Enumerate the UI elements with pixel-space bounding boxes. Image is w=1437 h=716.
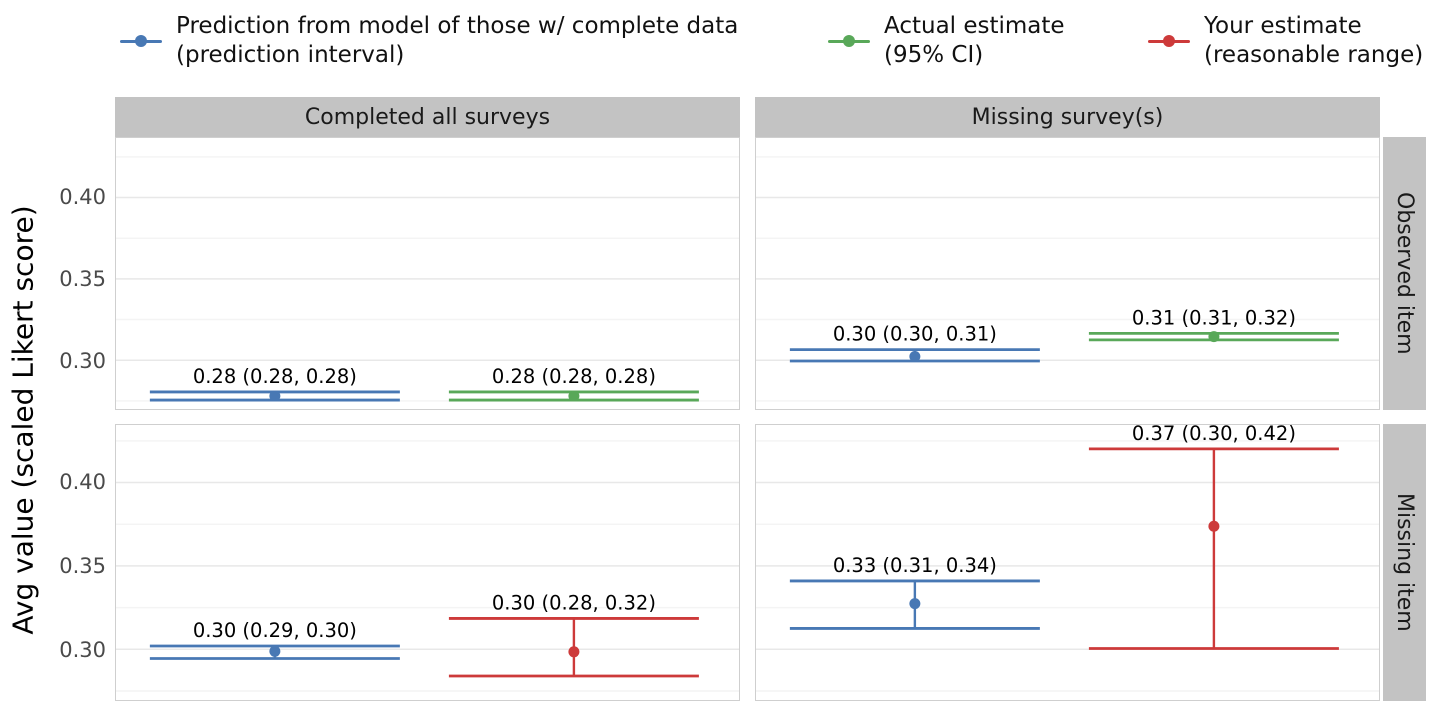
legend-label-line: Your estimate (1204, 13, 1362, 39)
facet-col-strip-missing-surveys: Missing survey(s) (755, 97, 1380, 137)
facet-col-strip-completed: Completed all surveys (115, 97, 740, 137)
legend-label-line: (reasonable range) (1204, 42, 1424, 68)
legend-label-line: Prediction from model of those w/ comple… (176, 13, 739, 39)
facet-row-strip-missing-item: Missing item (1383, 424, 1426, 701)
svg-text:0.30 (0.29, 0.30): 0.30 (0.29, 0.30) (193, 619, 357, 642)
svg-text:0.30 (0.28, 0.32): 0.30 (0.28, 0.32) (492, 591, 656, 614)
prediction-pointrange-icon (120, 33, 162, 49)
y-axis-title: Avg value (scaled Likert score) (6, 205, 40, 635)
panel-plot-svg: 0.30 (0.29, 0.30) 0.30 (0.28, 0.32) (116, 440, 739, 692)
legend-label-line: (prediction interval) (176, 42, 405, 68)
facet-panel-completed-missing: 0.30 (0.29, 0.30) 0.30 (0.28, 0.32) (115, 424, 740, 701)
legend-item-actual: Actual estimate (95% CI) (828, 12, 1065, 70)
y-tick-label: 0.30 (59, 349, 106, 373)
legend-label-actual: Actual estimate (95% CI) (884, 12, 1065, 70)
legend-label-your-estimate: Your estimate (reasonable range) (1204, 12, 1423, 70)
legend-item-your-estimate: Your estimate (reasonable range) (1148, 12, 1423, 70)
y-tick-label: 0.30 (59, 638, 106, 662)
legend-item-prediction: Prediction from model of those w/ comple… (120, 12, 738, 70)
panel-plot-svg: 0.33 (0.31, 0.34) 0.37 (0.30, 0.42) (756, 425, 1379, 692)
legend-label-line: (95% CI) (884, 42, 984, 68)
legend-label-prediction: Prediction from model of those w/ comple… (176, 12, 738, 70)
actual-pointrange-icon (828, 33, 870, 49)
svg-text:0.37 (0.30, 0.42): 0.37 (0.30, 0.42) (1132, 425, 1296, 445)
panel-plot-svg: 0.28 (0.28, 0.28) 0.28 (0.28, 0.28) (116, 156, 739, 402)
y-tick-label: 0.40 (59, 185, 106, 209)
svg-text:0.28 (0.28, 0.28): 0.28 (0.28, 0.28) (492, 365, 656, 388)
legend-label-line: Actual estimate (884, 13, 1065, 39)
facet-panel-completed-observed: 0.28 (0.28, 0.28) 0.28 (0.28, 0.28) (115, 137, 740, 410)
y-tick-label: 0.40 (59, 470, 106, 494)
facet-panel-missing-observed: 0.30 (0.30, 0.31) 0.31 (0.31, 0.32) (755, 137, 1380, 410)
svg-text:0.30 (0.30, 0.31): 0.30 (0.30, 0.31) (833, 323, 997, 346)
y-tick-label: 0.35 (59, 267, 106, 291)
svg-text:0.33 (0.31, 0.34): 0.33 (0.31, 0.34) (833, 554, 997, 577)
panel-plot-svg: 0.30 (0.30, 0.31) 0.31 (0.31, 0.32) (756, 156, 1379, 402)
y-tick-label: 0.35 (59, 554, 106, 578)
facet-panel-missing-missing: 0.33 (0.31, 0.34) 0.37 (0.30, 0.42) (755, 424, 1380, 701)
facet-row-strip-observed-item: Observed item (1383, 137, 1426, 410)
svg-text:0.28 (0.28, 0.28): 0.28 (0.28, 0.28) (193, 365, 357, 388)
your-estimate-pointrange-icon (1148, 33, 1190, 49)
svg-text:0.31 (0.31, 0.32): 0.31 (0.31, 0.32) (1132, 306, 1296, 329)
